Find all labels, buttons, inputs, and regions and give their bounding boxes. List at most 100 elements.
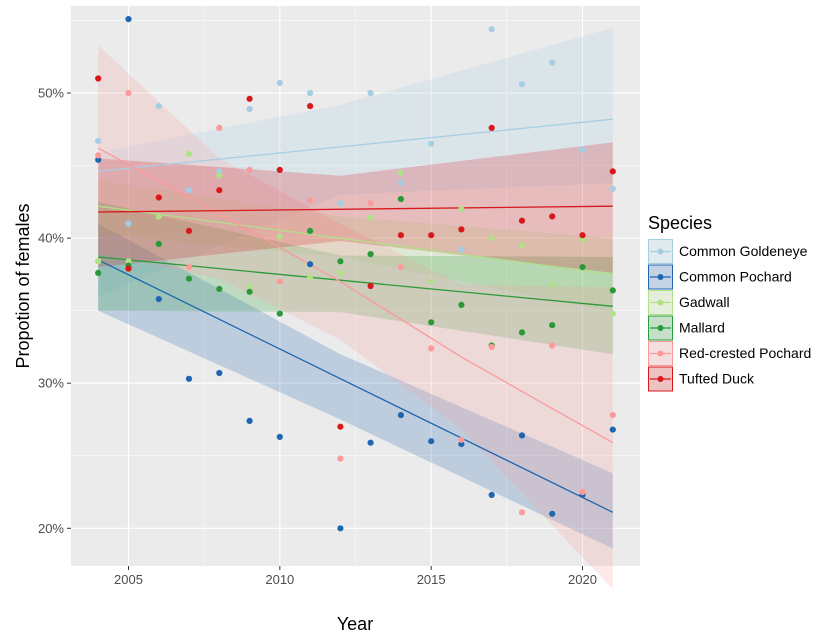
common-goldeneye-point	[458, 246, 465, 253]
legend-item-common-goldeneye: Common Goldeneye	[648, 239, 808, 264]
gadwall-point	[609, 310, 616, 317]
x-axis: 2005 2010 2015 2020	[114, 566, 597, 587]
y-axis: 20% 30% 40% 50%	[38, 86, 71, 536]
tufted-duck-point	[95, 75, 102, 82]
common-goldeneye-point	[185, 187, 193, 194]
data-points	[95, 16, 616, 532]
legend-key-point	[657, 350, 664, 357]
red-crested-pochard-point	[246, 166, 253, 173]
mallard-point	[307, 227, 314, 234]
common-goldeneye-point	[518, 81, 526, 88]
red-crested-pochard-point	[337, 455, 344, 462]
gadwall-point	[549, 281, 556, 288]
common-pochard-point	[518, 432, 526, 439]
x-tick-label: 2015	[417, 572, 446, 587]
gadwall-point	[307, 274, 314, 281]
x-tick-label: 2020	[568, 572, 597, 587]
legend-label: Gadwall	[679, 294, 730, 310]
legend-label: Tufted Duck	[679, 371, 755, 387]
mallard-point	[458, 301, 465, 308]
red-crested-pochard-point	[216, 124, 223, 131]
red-crested-pochard-point	[579, 488, 586, 496]
common-goldeneye-point	[246, 105, 253, 113]
gadwall-point	[155, 213, 162, 220]
y-tick-label: 40%	[38, 231, 64, 246]
mallard-point	[428, 319, 435, 326]
tufted-duck-point	[428, 232, 435, 239]
red-crested-pochard-point	[276, 278, 283, 285]
red-crested-pochard-point	[549, 342, 556, 349]
legend-item-red-crested-pochard: Red-crested Pochard	[648, 341, 811, 366]
red-crested-pochard-point	[125, 89, 132, 97]
gadwall-point	[458, 206, 465, 213]
x-tick-label: 2005	[114, 572, 143, 587]
red-crested-pochard-confidence-band	[98, 45, 613, 590]
y-tick-label: 30%	[38, 376, 64, 391]
red-crested-pochard-fit-line	[97, 147, 614, 444]
legend-key-point	[657, 299, 664, 306]
common-goldeneye-confidence-band	[98, 27, 613, 297]
tufted-duck-point	[609, 168, 616, 175]
gadwall-point	[276, 233, 283, 240]
legend-key-point	[657, 325, 664, 331]
mallard-point	[246, 288, 253, 295]
common-pochard-point	[307, 261, 314, 268]
tufted-duck-point	[367, 282, 374, 290]
gadwall-point	[246, 282, 253, 290]
red-crested-pochard-point	[609, 412, 616, 419]
tufted-duck-point	[397, 232, 404, 239]
red-crested-pochard-point	[185, 264, 193, 271]
gadwall-point	[125, 258, 132, 265]
gadwall-fit-line	[98, 205, 613, 276]
tufted-duck-point	[579, 232, 586, 239]
tufted-duck-point	[125, 265, 132, 272]
gadwall-point	[488, 235, 495, 242]
common-pochard-point	[125, 16, 132, 23]
legend-item-mallard: Mallard	[648, 315, 725, 341]
common-pochard-point	[609, 426, 616, 433]
gadwall-point	[216, 172, 223, 179]
mallard-confidence-band	[98, 201, 613, 355]
red-crested-pochard-point	[428, 345, 435, 352]
tufted-duck-confidence-band	[98, 142, 613, 273]
common-goldeneye-point	[337, 200, 344, 207]
legend-key-point	[657, 376, 664, 382]
gadwall-point	[518, 242, 526, 249]
common-goldeneye-point	[307, 89, 314, 97]
fit-lines	[97, 118, 614, 513]
common-pochard-point	[458, 441, 465, 448]
common-pochard-point	[428, 438, 435, 445]
mallard-point	[185, 275, 193, 282]
common-pochard-point	[185, 375, 193, 382]
legend-item-common-pochard: Common Pochard	[648, 264, 792, 290]
common-pochard-point	[397, 412, 404, 419]
tufted-duck-point	[337, 423, 344, 430]
y-tick-label: 20%	[38, 521, 64, 536]
gadwall-point	[95, 258, 102, 265]
legend-item-gadwall: Gadwall	[648, 290, 730, 315]
common-pochard-fit-line	[97, 259, 614, 513]
red-crested-pochard-point	[307, 197, 314, 204]
legend-key-point	[657, 274, 664, 280]
mallard-point	[549, 322, 556, 329]
gadwall-point	[579, 236, 586, 243]
legend-label: Red-crested Pochard	[679, 345, 811, 361]
common-pochard-point	[95, 156, 102, 163]
common-pochard-point	[549, 510, 556, 517]
tufted-duck-point	[276, 166, 283, 173]
tufted-duck-point	[246, 95, 253, 102]
tufted-duck-point	[185, 227, 193, 234]
common-pochard-point	[276, 433, 283, 440]
common-pochard-point	[155, 296, 162, 303]
tufted-duck-point	[216, 187, 223, 194]
red-crested-pochard-point	[458, 436, 465, 443]
y-tick-label: 50%	[38, 86, 64, 101]
common-goldeneye-point	[155, 103, 162, 110]
red-crested-pochard-point	[367, 200, 374, 207]
tufted-duck-point	[488, 124, 495, 131]
mallard-fit-line	[98, 256, 613, 307]
confidence-bands	[98, 27, 613, 590]
red-crested-pochard-point	[518, 509, 526, 516]
